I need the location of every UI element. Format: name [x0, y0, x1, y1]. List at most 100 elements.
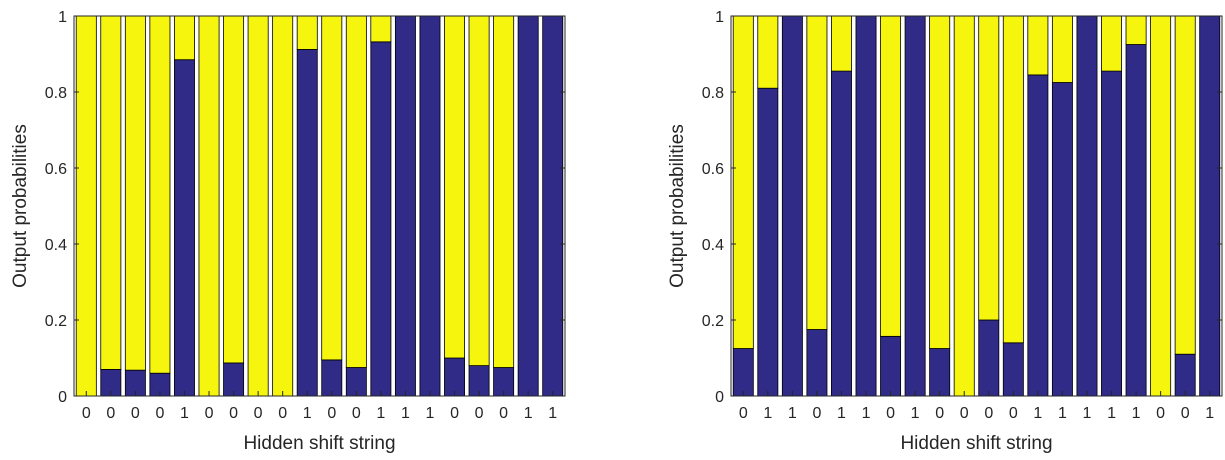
x-tick-label: 1 [788, 405, 797, 422]
bar-segment-blue [1199, 15, 1221, 397]
x-tick-label: 0 [475, 405, 484, 422]
bar-segment-yellow [149, 15, 171, 374]
x-tick-label: 0 [812, 405, 821, 422]
bar-segment-yellow [75, 15, 97, 397]
bar-segment-blue [296, 49, 318, 397]
x-tick-label: 0 [106, 405, 115, 422]
bar-segment-blue [542, 15, 564, 397]
y-tick-label: 0.8 [45, 85, 67, 102]
bar-segment-blue [831, 70, 852, 397]
x-tick-label: 0 [1156, 405, 1165, 422]
bar-segment-yellow [953, 15, 975, 397]
bar-segment-yellow [174, 15, 195, 61]
x-tick-label: 1 [180, 405, 189, 422]
bar-segment-yellow [929, 15, 951, 349]
x-tick-label: 0 [960, 405, 969, 422]
bar-segment-yellow [223, 15, 245, 364]
y-tick-label: 0 [58, 389, 67, 406]
x-tick-label: 1 [911, 405, 920, 422]
chart-right: Hidden shift string Output probabilities… [667, 9, 1223, 454]
x-axis-label: Hidden shift string [243, 433, 395, 454]
bar-segment-yellow [100, 15, 122, 370]
bar-segment-yellow [978, 15, 1000, 321]
y-axis-label: Output probabilities [667, 124, 688, 288]
bar-segment-yellow [321, 15, 343, 361]
bar-segment-blue [929, 348, 951, 397]
bar-segment-yellow [345, 15, 367, 368]
bar-segment-blue [1174, 353, 1196, 397]
y-tick-label: 1 [715, 9, 724, 26]
x-tick-label: 0 [205, 405, 214, 422]
bar-segment-yellow [124, 15, 146, 371]
bar-segment-yellow [732, 15, 754, 349]
x-tick-label: 0 [1181, 405, 1190, 422]
y-tick-label: 0.4 [702, 237, 724, 254]
bar-segment-yellow [493, 15, 515, 368]
bar-segment-yellow [880, 15, 902, 337]
x-tick-label: 1 [401, 405, 410, 422]
bar-segment-blue [1125, 44, 1147, 397]
bar-segment-blue [517, 15, 539, 397]
bar-segment-yellow [1150, 15, 1172, 397]
bar-segment-yellow [444, 15, 465, 359]
x-tick-label: 1 [862, 405, 871, 422]
bar-segment-blue [419, 15, 441, 397]
bar-segment-blue [174, 59, 195, 397]
bar-segment-yellow [370, 15, 392, 43]
x-tick-label: 0 [131, 405, 140, 422]
bar-segment-blue [732, 348, 754, 397]
bar-segment-yellow [831, 15, 852, 72]
x-tick-label: 1 [763, 405, 772, 422]
axes-box [73, 15, 566, 397]
bar-segment-yellow [1002, 15, 1024, 344]
x-tick-label: 1 [837, 405, 846, 422]
x-tick-label: 0 [352, 405, 361, 422]
y-tick-label: 0.2 [45, 313, 67, 330]
bar-segment-yellow [806, 15, 828, 330]
bar-segment-yellow [296, 15, 318, 50]
bar-segment-blue [781, 15, 803, 397]
bar-segment-blue [1027, 74, 1049, 397]
y-tick-label: 0.2 [702, 313, 724, 330]
bar-segment-blue [904, 15, 926, 397]
x-tick-label: 1 [426, 405, 435, 422]
y-tick-label: 0.4 [45, 237, 67, 254]
bar-segment-blue [321, 359, 343, 397]
bar-segment-yellow [1051, 15, 1073, 83]
bars-group [75, 15, 564, 397]
x-tick-label: 0 [278, 405, 287, 422]
x-tick-label: 0 [935, 405, 944, 422]
x-tick-label: 0 [229, 405, 238, 422]
bar-segment-blue [370, 41, 392, 397]
bar-segment-yellow [1027, 15, 1049, 76]
x-tick-label: 0 [984, 405, 993, 422]
x-tick-label: 1 [1107, 405, 1116, 422]
x-tick-label: 1 [1058, 405, 1067, 422]
x-tick-label: 0 [327, 405, 336, 422]
bar-segment-blue [855, 15, 877, 397]
y-axis-label: Output probabilities [10, 124, 31, 288]
bar-segment-blue [1051, 82, 1073, 397]
x-axis-label: Hidden shift string [900, 433, 1052, 454]
x-tick-label: 0 [1009, 405, 1018, 422]
x-tick-label: 0 [254, 405, 263, 422]
bar-segment-blue [444, 357, 465, 397]
x-tick-label: 1 [303, 405, 312, 422]
y-tick-label: 0.6 [45, 161, 67, 178]
x-tick-label: 1 [1132, 405, 1141, 422]
x-tick-label: 1 [548, 405, 557, 422]
y-tick-label: 0.8 [702, 85, 724, 102]
bars-group [732, 15, 1221, 397]
bar-segment-blue [806, 329, 828, 397]
x-tick-label: 1 [1083, 405, 1092, 422]
x-tick-label: 0 [886, 405, 895, 422]
bar-segment-yellow [247, 15, 269, 397]
bar-segment-yellow [198, 15, 220, 397]
bar-segment-blue [1076, 15, 1098, 397]
x-tick-label: 1 [1033, 405, 1042, 422]
bar-segment-yellow [468, 15, 490, 367]
bar-segment-blue [394, 15, 416, 397]
bar-segment-yellow [1101, 15, 1122, 72]
x-tick-label: 1 [1205, 405, 1214, 422]
